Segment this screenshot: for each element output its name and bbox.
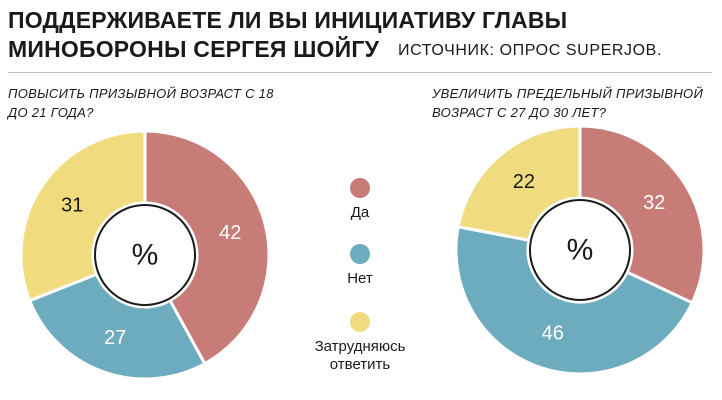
donut-chart-left: 42 27 31% <box>19 129 271 381</box>
left-chart-title: Повысить призывной возраст с 18 до 21 го… <box>8 86 274 120</box>
legend-swatch-yes <box>350 178 370 198</box>
donut2-value-label-yes: 32 <box>643 192 665 214</box>
chart-title: Поддерживаете ли вы инициативу главы Мин… <box>8 6 708 64</box>
legend-label-yes: Да <box>350 204 370 221</box>
donut2-value-label-no: 46 <box>542 323 564 345</box>
title-line-2: Минобороны Сергея Шойгу <box>8 36 380 62</box>
right-chart-title: Увеличить предельный призывной возраст с… <box>432 86 704 120</box>
donut1-value-label-undecided: 31 <box>61 195 83 217</box>
donut1-slice-no <box>27 272 207 381</box>
legend-item-no: Нет <box>300 244 420 288</box>
source-note: Источник: опрос SuperJob. <box>398 42 662 59</box>
legend-swatch-undecided <box>350 312 370 332</box>
donut-chart-right: 32 46 22% <box>454 124 706 376</box>
legend-label-no: Нет <box>347 270 373 287</box>
title-line-1: Поддерживаете ли вы инициативу главы <box>8 7 568 33</box>
donut1-center-circle <box>94 204 196 306</box>
donut1-value-label-no: 27 <box>104 327 126 349</box>
donut2-slice-yes <box>578 124 706 305</box>
divider <box>8 72 712 73</box>
legend-label-undecided: Затрудняюсь ответить <box>314 338 406 373</box>
donut2-slice-no <box>454 225 695 376</box>
legend-item-undecided: Затрудняюсь ответить <box>310 312 410 374</box>
donut1-slice-undecided <box>19 129 147 303</box>
donut2-slice-undecided <box>456 124 582 243</box>
donut1-center-label: % <box>132 239 159 272</box>
donut1-slice-yes <box>143 129 271 366</box>
donut2-center-label: % <box>567 234 594 267</box>
legend-item-yes: Да <box>300 178 420 222</box>
legend-swatch-no <box>350 244 370 264</box>
donut2-center-circle <box>529 199 631 301</box>
donut1-value-label-yes: 42 <box>219 222 241 244</box>
donut2-value-label-undecided: 22 <box>513 171 535 193</box>
